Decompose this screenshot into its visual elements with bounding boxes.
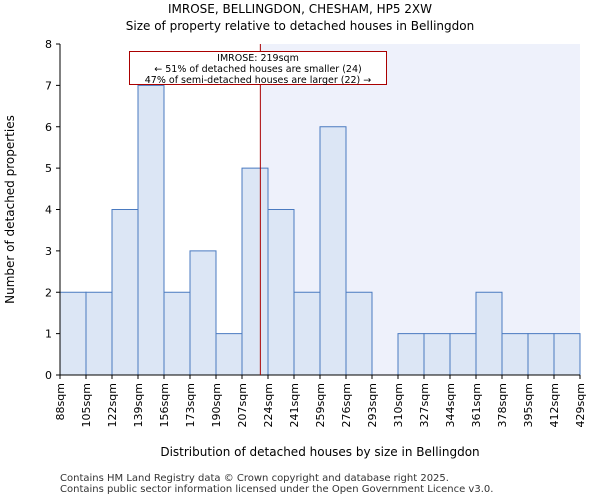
y-tick-label-6: 6 bbox=[45, 121, 52, 134]
x-tick-label-3: 139sqm bbox=[132, 383, 145, 427]
y-tick-label-8: 8 bbox=[45, 38, 52, 51]
x-tick-label-18: 395sqm bbox=[522, 383, 535, 427]
bar-16 bbox=[475, 291, 503, 376]
x-tick-label-8: 224sqm bbox=[262, 383, 275, 427]
bar-8 bbox=[267, 209, 295, 376]
x-axis-title: Distribution of detached houses by size … bbox=[160, 445, 479, 459]
bar-0 bbox=[59, 291, 87, 376]
x-tick-label-7: 207sqm bbox=[236, 383, 249, 427]
chart-title: IMROSE, BELLINGDON, CHESHAM, HP5 2XW bbox=[167, 2, 433, 16]
x-tick-label-14: 327sqm bbox=[418, 383, 431, 427]
x-tick-label-1: 105sqm bbox=[80, 383, 93, 427]
x-tick-label-4: 156sqm bbox=[158, 383, 171, 427]
x-tick-label-16: 361sqm bbox=[470, 383, 483, 427]
bar-2 bbox=[111, 209, 139, 376]
bar-9 bbox=[293, 291, 321, 376]
x-tick-label-17: 378sqm bbox=[496, 383, 509, 427]
chart-subtitle: Size of property relative to detached ho… bbox=[125, 19, 475, 33]
x-tick-label-13: 310sqm bbox=[392, 383, 405, 427]
y-tick-label-7: 7 bbox=[45, 79, 52, 92]
x-tick-label-9: 241sqm bbox=[288, 383, 301, 427]
y-tick-label-3: 3 bbox=[45, 245, 52, 258]
x-tick-label-0: 88sqm bbox=[54, 383, 67, 420]
x-tick-label-15: 344sqm bbox=[444, 383, 457, 427]
y-tick-label-4: 4 bbox=[45, 204, 52, 217]
bar-15 bbox=[449, 333, 477, 376]
x-tick-label-5: 173sqm bbox=[184, 383, 197, 427]
y-tick-label-1: 1 bbox=[45, 328, 52, 341]
bar-14 bbox=[423, 333, 451, 376]
x-tick-label-20: 429sqm bbox=[574, 383, 587, 427]
bar-5 bbox=[189, 250, 217, 376]
bar-18 bbox=[527, 333, 555, 376]
x-tick-label-11: 276sqm bbox=[340, 383, 353, 427]
bar-19 bbox=[553, 333, 581, 376]
bar-3 bbox=[137, 84, 165, 376]
bar-4 bbox=[163, 291, 191, 376]
bar-13 bbox=[397, 333, 425, 376]
y-axis-title: Number of detached properties bbox=[3, 115, 17, 304]
bar-11 bbox=[345, 291, 373, 376]
annotation-line-2: ← 51% of detached houses are smaller (24… bbox=[154, 64, 362, 75]
marker-annotation: IMROSE: 219sqm ← 51% of detached houses … bbox=[129, 51, 387, 86]
x-tick-label-19: 412sqm bbox=[548, 383, 561, 427]
bar-7 bbox=[241, 167, 269, 376]
x-tick-label-6: 190sqm bbox=[210, 383, 223, 427]
x-tick-label-2: 122sqm bbox=[106, 383, 119, 427]
footer-line-1: Contains HM Land Registry data © Crown c… bbox=[60, 473, 449, 484]
footer-line-2: Contains public sector information licen… bbox=[60, 484, 494, 495]
bar-6 bbox=[215, 333, 243, 376]
y-tick-label-2: 2 bbox=[45, 286, 52, 299]
annotation-line-1: IMROSE: 219sqm bbox=[217, 53, 299, 64]
bar-10 bbox=[319, 126, 347, 376]
annotation-line-3: 47% of semi-detached houses are larger (… bbox=[144, 75, 372, 86]
y-tick-label-5: 5 bbox=[45, 162, 52, 175]
bar-17 bbox=[501, 333, 529, 376]
x-tick-label-12: 293sqm bbox=[366, 383, 379, 427]
bar-1 bbox=[85, 291, 113, 376]
x-tick-label-10: 259sqm bbox=[314, 383, 327, 427]
y-tick-label-0: 0 bbox=[45, 369, 52, 382]
